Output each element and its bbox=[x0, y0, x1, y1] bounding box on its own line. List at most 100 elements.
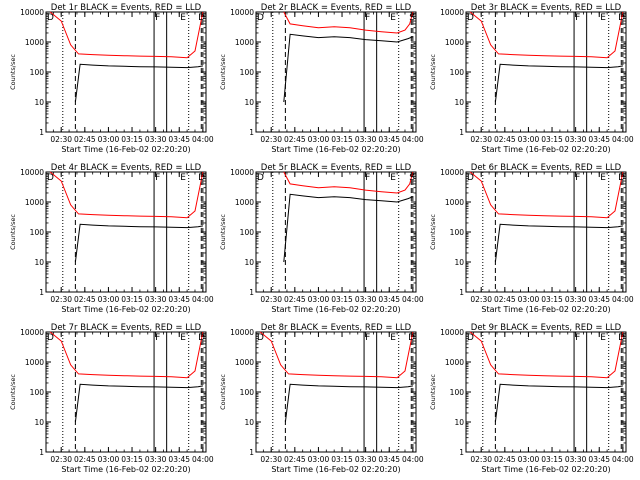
x-tick-label: 03:00 bbox=[518, 295, 540, 304]
x-axis-label: Start Time (16-Feb-02 02:20:20) bbox=[271, 145, 400, 154]
plot-frame bbox=[255, 11, 417, 133]
x-tick-label: 03:45 bbox=[588, 135, 610, 144]
x-tick-label: 03:45 bbox=[168, 295, 190, 304]
plot-frame bbox=[45, 11, 207, 133]
x-tick-label: 02:45 bbox=[284, 135, 306, 144]
y-tick-label: 10000 bbox=[20, 328, 44, 337]
x-tick-label: 03:00 bbox=[518, 135, 540, 144]
marker-F: F bbox=[575, 333, 580, 343]
panel-title: Det 1r BLACK = Events, RED = LLD bbox=[51, 3, 202, 13]
y-tick-label: 10000 bbox=[440, 8, 464, 17]
marker-E: E bbox=[600, 13, 606, 23]
x-tick-label: 03:30 bbox=[355, 455, 377, 464]
y-tick-label: 1000 bbox=[25, 198, 44, 207]
x-tick-label: 02:30 bbox=[50, 295, 72, 304]
y-tick-label: 100 bbox=[30, 228, 45, 237]
x-tick-label: 02:45 bbox=[494, 135, 516, 144]
y-tick-label: 10000 bbox=[230, 328, 254, 337]
marker-F: F bbox=[365, 333, 370, 343]
x-tick-label: 02:45 bbox=[284, 455, 306, 464]
panel-9: Det 9r BLACK = Events, RED = LLD 1 10 100 10… bbox=[429, 323, 634, 474]
marker-right: S bbox=[409, 13, 415, 23]
marker-right: D bbox=[618, 333, 625, 343]
series-line-lld bbox=[49, 171, 204, 219]
x-axis-label: Start Time (16-Feb-02 02:20:20) bbox=[271, 305, 400, 314]
x-axis-label: Start Time (16-Feb-02 02:20:20) bbox=[61, 145, 190, 154]
y-axis-label: Counts/sec bbox=[219, 374, 227, 410]
plot-frame bbox=[45, 331, 207, 453]
plot-frame bbox=[255, 171, 417, 293]
x-tick-label: 02:30 bbox=[470, 135, 492, 144]
x-tick-label: 04:00 bbox=[402, 135, 424, 144]
plot-frame bbox=[465, 331, 627, 453]
x-tick-label: 04:00 bbox=[192, 295, 214, 304]
marker-left: D bbox=[467, 13, 474, 23]
series-line-events bbox=[284, 383, 413, 423]
y-tick-label: 1 bbox=[39, 288, 44, 297]
y-tick-label: 1000 bbox=[235, 198, 254, 207]
x-tick-label: 03:30 bbox=[565, 455, 587, 464]
panel-title: Det 5r BLACK = Events, RED = LLD bbox=[261, 163, 412, 173]
y-tick-label: 100 bbox=[240, 68, 255, 77]
y-tick-label: 1 bbox=[459, 128, 464, 137]
marker-right: D bbox=[198, 333, 205, 343]
y-tick-label: 10000 bbox=[440, 328, 464, 337]
x-tick-label: 03:30 bbox=[145, 455, 167, 464]
y-axis-label: Counts/sec bbox=[219, 54, 227, 90]
marker-E: E bbox=[390, 333, 396, 343]
x-tick-label: 03:00 bbox=[308, 295, 330, 304]
series-line-lld bbox=[469, 331, 624, 379]
x-tick-label: 04:00 bbox=[612, 135, 634, 144]
x-tick-label: 03:45 bbox=[168, 135, 190, 144]
y-tick-label: 10 bbox=[34, 98, 44, 107]
x-tick-label: 04:00 bbox=[612, 295, 634, 304]
y-tick-label: 1 bbox=[459, 448, 464, 457]
y-axis-label: Counts/sec bbox=[429, 214, 437, 250]
y-tick-label: 10000 bbox=[20, 8, 44, 17]
panel-2: Det 2r BLACK = Events, RED = LLD 1 10 100 10… bbox=[219, 3, 424, 154]
y-axis-label: Counts/sec bbox=[429, 374, 437, 410]
x-axis-label: Start Time (16-Feb-02 02:20:20) bbox=[61, 465, 190, 474]
panel-5: Det 5r BLACK = Events, RED = LLD 1 10 100 10… bbox=[219, 163, 424, 314]
x-tick-label: 03:00 bbox=[308, 455, 330, 464]
plot-frame bbox=[465, 171, 627, 293]
marker-F: F bbox=[155, 333, 160, 343]
x-tick-label: 03:15 bbox=[121, 295, 143, 304]
panel-6: Det 6r BLACK = Events, RED = LLD 1 10 100 10… bbox=[429, 163, 634, 314]
series-line-events bbox=[283, 193, 414, 263]
series-line-lld bbox=[49, 11, 204, 59]
marker-F: F bbox=[155, 13, 160, 23]
panel-1: Det 1r BLACK = Events, RED = LLD 1 10 100 10… bbox=[9, 3, 214, 154]
y-tick-label: 100 bbox=[450, 68, 465, 77]
marker-E: E bbox=[600, 173, 606, 183]
x-tick-label: 03:15 bbox=[121, 455, 143, 464]
y-tick-label: 100 bbox=[240, 388, 255, 397]
x-axis-label: Start Time (16-Feb-02 02:20:20) bbox=[271, 465, 400, 474]
y-tick-label: 10 bbox=[454, 98, 464, 107]
x-tick-label: 02:30 bbox=[260, 455, 282, 464]
y-tick-label: 10000 bbox=[230, 168, 254, 177]
x-tick-label: 04:00 bbox=[612, 455, 634, 464]
y-tick-label: 10 bbox=[34, 418, 44, 427]
marker-F: F bbox=[365, 173, 370, 183]
marker-F: F bbox=[575, 13, 580, 23]
marker-F: F bbox=[575, 173, 580, 183]
plot-frame bbox=[255, 331, 417, 453]
series-line-events bbox=[74, 383, 203, 423]
y-tick-label: 10000 bbox=[230, 8, 254, 17]
panel-title: Det 9r BLACK = Events, RED = LLD bbox=[471, 323, 622, 333]
series-line-lld bbox=[283, 11, 414, 34]
marker-right: D bbox=[408, 333, 415, 343]
series-line-events bbox=[74, 63, 203, 103]
x-tick-label: 02:45 bbox=[494, 295, 516, 304]
marker-left: D bbox=[257, 13, 264, 23]
y-tick-label: 10 bbox=[244, 98, 254, 107]
y-tick-label: 1 bbox=[249, 288, 254, 297]
x-tick-label: 03:00 bbox=[308, 135, 330, 144]
x-axis-label: Start Time (16-Feb-02 02:20:20) bbox=[481, 145, 610, 154]
x-axis-label: Start Time (16-Feb-02 02:20:20) bbox=[481, 465, 610, 474]
y-tick-label: 100 bbox=[30, 388, 45, 397]
y-axis-label: Counts/sec bbox=[429, 54, 437, 90]
x-axis-label: Start Time (16-Feb-02 02:20:20) bbox=[481, 305, 610, 314]
x-tick-label: 03:15 bbox=[331, 135, 353, 144]
